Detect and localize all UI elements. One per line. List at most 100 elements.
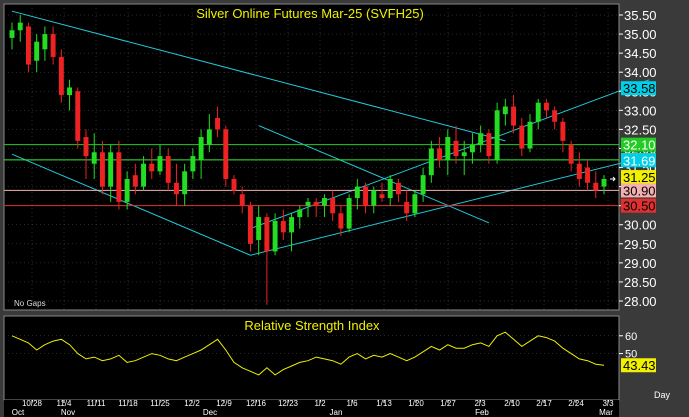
rsi-series (11, 331, 605, 376)
candle-body (420, 175, 426, 195)
candle-body (190, 156, 196, 172)
candle-body (519, 125, 525, 149)
x-month-label: Feb (475, 408, 489, 417)
chart-title: Silver Online Futures Mar-25 (SVFH25) (196, 6, 424, 21)
y-tick-label: 30.00 (624, 218, 657, 233)
candle-body (363, 186, 369, 206)
candle-body (428, 148, 434, 176)
candle-body (453, 140, 459, 157)
candle-body (231, 178, 237, 191)
rsi-grid (4, 335, 619, 354)
candle-body (486, 133, 492, 157)
candle-body (91, 152, 97, 164)
rsi-last-value-box (621, 358, 656, 373)
x-tick-label: 12/9 (216, 399, 232, 408)
x-tick-label: 1/2 (314, 399, 326, 408)
candle-body (601, 178, 607, 187)
x-tick-label: 2/17 (536, 399, 552, 408)
candle-body (34, 41, 40, 61)
candle-body (494, 110, 500, 160)
x-axis: 10/28 11/4 11/11 11/18 11/25 12/2 12/9 12/16 12/… (4, 399, 619, 417)
level-label: 31.69 (623, 153, 656, 168)
candle-body (99, 152, 105, 187)
trendline-upper-channel (11, 10, 506, 142)
candle-body (535, 102, 541, 122)
candle-body (469, 144, 475, 153)
x-tick-label: 11/11 (87, 399, 106, 408)
candle-body (247, 205, 253, 244)
candle-body (395, 182, 401, 195)
y-tick-label: 34.00 (624, 65, 657, 80)
candle-body (412, 194, 418, 214)
candle-body (297, 209, 303, 218)
rsi-title: Relative Strength Index (244, 318, 380, 333)
candle-body (182, 171, 188, 195)
candle-body (461, 152, 467, 157)
candle-body (272, 220, 278, 252)
x-month-label: Jan (330, 408, 343, 417)
candle-body (239, 194, 245, 206)
candle-body (305, 201, 311, 206)
y-tick-label: 34.50 (624, 46, 657, 61)
candle-body (313, 201, 319, 206)
x-month-label: Nov (61, 408, 75, 417)
x-tick-label: 11/18 (118, 399, 138, 408)
level-label: 30.50 (623, 199, 656, 214)
x-tick-label: 1/27 (440, 399, 456, 408)
x-month-label: Oct (12, 408, 25, 417)
candle-body (379, 194, 385, 199)
candle-body (576, 163, 582, 179)
level-label-box (621, 137, 656, 152)
candle-body (264, 217, 270, 252)
candle-body (585, 167, 591, 183)
candle-body (157, 156, 163, 172)
candle-body (387, 178, 393, 199)
level-lines (4, 144, 619, 207)
x-tick-label: 2/24 (568, 399, 584, 408)
candle-body (280, 220, 286, 233)
y-tick-label: 29.00 (624, 256, 657, 271)
y-tick-label: 35.00 (624, 27, 657, 42)
rsi-y-tick-label: 50 (625, 349, 637, 361)
y-tick-label: 28.00 (624, 294, 657, 309)
level-label-box (621, 183, 656, 198)
candle-body (330, 198, 336, 214)
candle-body (560, 121, 566, 141)
y-tick-label: 32.50 (624, 122, 657, 137)
candle-body (593, 182, 599, 191)
level-label-box (621, 170, 656, 185)
candle-body (404, 201, 410, 214)
x-tick-label: 1/20 (408, 399, 424, 408)
rsi-y-tick-label: 60 (625, 331, 637, 343)
candle-body (289, 217, 295, 233)
x-tick-label: 1/6 (346, 399, 358, 408)
x-tick-label: 12/23 (278, 399, 299, 408)
level-label-box (621, 81, 656, 96)
candle-body (124, 178, 130, 202)
candle-body (568, 144, 574, 164)
price-panel-background (3, 3, 620, 311)
candle-body (437, 148, 443, 160)
candle-body (25, 26, 31, 65)
level-label-box (621, 153, 656, 168)
x-month-label: Mar (599, 408, 613, 417)
x-tick-label: 3/3 (602, 399, 614, 408)
x-tick-label: 10/28 (22, 399, 43, 408)
rsi-panel-background (3, 315, 620, 401)
trendline-dec-diagonal (258, 125, 490, 224)
candles (9, 15, 616, 305)
last-price-marker (610, 176, 616, 182)
candle-body (371, 190, 377, 206)
y-tick-label: 33.00 (624, 103, 657, 118)
candle-body (321, 198, 327, 206)
candle-body (511, 106, 517, 126)
y-tick-label: 35.50 (624, 8, 657, 23)
rsi-line (11, 331, 605, 376)
level-label-box (621, 198, 656, 213)
x-month-label: Dec (203, 408, 217, 417)
candle-body (223, 129, 229, 179)
candle-body (338, 213, 344, 229)
candle-body (116, 152, 122, 202)
